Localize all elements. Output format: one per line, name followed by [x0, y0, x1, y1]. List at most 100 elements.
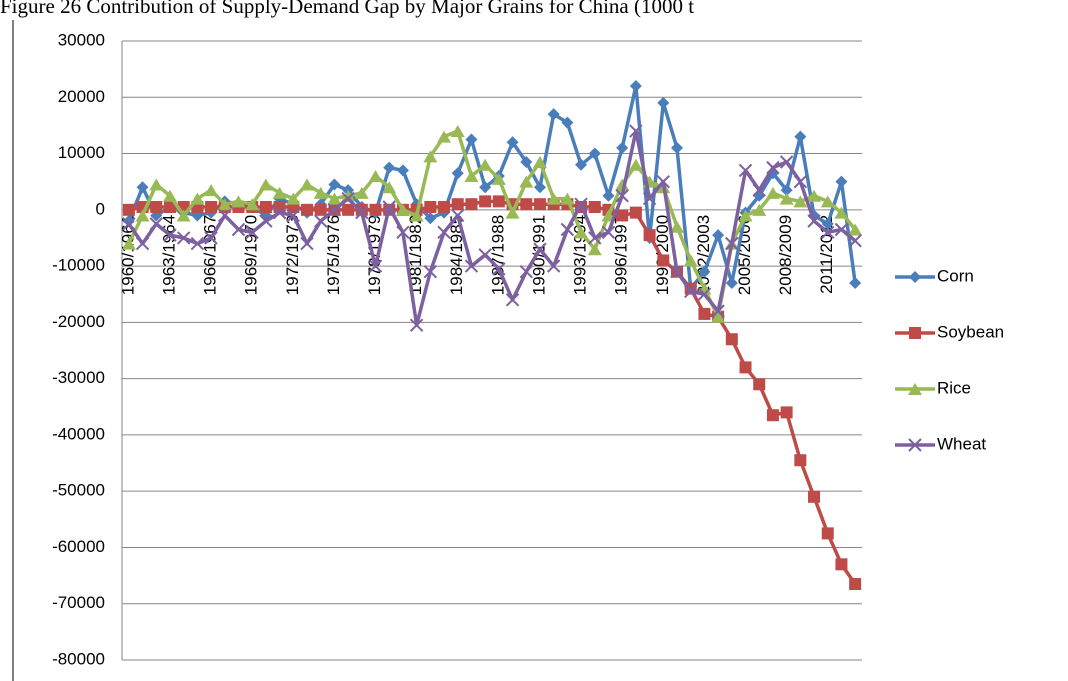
- marker: [301, 203, 313, 216]
- marker: [409, 209, 424, 222]
- marker: [450, 125, 465, 138]
- marker: [272, 205, 287, 220]
- marker: [341, 191, 355, 206]
- marker: [272, 186, 287, 199]
- marker: [122, 203, 135, 216]
- y-tick-label: -60000: [52, 537, 105, 556]
- marker: [369, 203, 382, 216]
- marker: [437, 225, 451, 240]
- marker: [341, 189, 356, 202]
- marker: [725, 276, 738, 289]
- marker: [121, 237, 136, 250]
- marker: [135, 236, 150, 251]
- legend-label: Corn: [937, 266, 974, 285]
- marker: [465, 198, 478, 211]
- marker: [438, 201, 451, 214]
- marker: [588, 201, 601, 214]
- y-tick-label: -10000: [52, 256, 105, 275]
- series-line: [127, 129, 857, 327]
- marker: [451, 198, 464, 211]
- marker: [190, 192, 205, 205]
- marker: [122, 217, 136, 231]
- y-tick-label: -70000: [52, 593, 105, 612]
- marker: [533, 242, 547, 256]
- marker: [821, 217, 834, 230]
- marker: [712, 229, 725, 242]
- marker: [204, 184, 219, 197]
- marker: [683, 254, 698, 267]
- marker: [162, 189, 177, 202]
- y-tick-label: -50000: [52, 481, 105, 500]
- marker: [383, 161, 396, 174]
- marker: [807, 189, 822, 202]
- marker: [602, 189, 615, 202]
- marker: [793, 195, 808, 208]
- marker: [671, 141, 683, 154]
- marker: [245, 225, 259, 240]
- marker: [423, 150, 438, 163]
- marker: [533, 198, 546, 211]
- marker: [560, 222, 575, 237]
- marker: [491, 172, 506, 185]
- x-tick-label: 1978/1979: [365, 215, 384, 295]
- marker: [409, 318, 424, 332]
- y-tick-label: 20000: [58, 87, 105, 106]
- marker: [437, 130, 452, 143]
- marker: [149, 217, 163, 231]
- marker: [834, 206, 849, 219]
- marker: [451, 167, 464, 180]
- marker: [629, 80, 642, 93]
- marker: [478, 158, 493, 171]
- marker: [286, 192, 301, 205]
- marker: [327, 203, 342, 217]
- marker: [368, 170, 383, 183]
- marker: [532, 155, 547, 168]
- marker: [424, 212, 437, 225]
- marker: [355, 205, 369, 220]
- marker: [313, 214, 328, 228]
- legend-label: Rice: [937, 378, 971, 397]
- marker: [217, 198, 232, 211]
- marker: [546, 192, 561, 205]
- marker: [780, 406, 793, 419]
- marker: [519, 175, 534, 188]
- x-tick-label: 2008/2009: [776, 215, 795, 295]
- marker: [835, 558, 848, 571]
- y-tick-label: -80000: [52, 649, 105, 668]
- x-tick-label: 2011/2012: [817, 215, 836, 294]
- marker: [328, 178, 341, 191]
- marker: [479, 181, 492, 194]
- marker: [479, 195, 492, 208]
- legend-label: Soybean: [937, 322, 1004, 341]
- marker: [657, 254, 670, 267]
- marker: [766, 409, 779, 422]
- marker: [231, 195, 246, 208]
- marker: [149, 178, 164, 191]
- marker: [794, 130, 807, 143]
- y-tick-label: 10000: [58, 143, 105, 162]
- x-tick-label: 1990/1991: [529, 215, 548, 295]
- marker: [176, 209, 191, 222]
- legend-marker: [908, 383, 922, 395]
- marker: [615, 189, 629, 203]
- marker: [396, 225, 410, 240]
- marker: [205, 201, 218, 214]
- marker: [505, 206, 520, 219]
- marker: [848, 223, 863, 236]
- x-tick-label: 1975/1976: [324, 215, 343, 295]
- marker: [820, 195, 835, 208]
- marker: [752, 183, 766, 197]
- marker: [849, 276, 862, 289]
- marker: [218, 208, 232, 223]
- marker: [616, 141, 629, 154]
- marker: [780, 184, 793, 197]
- marker: [588, 147, 601, 160]
- marker: [725, 236, 739, 251]
- marker: [231, 222, 246, 237]
- marker: [657, 96, 670, 109]
- marker: [395, 203, 410, 216]
- marker: [848, 234, 862, 248]
- marker: [190, 236, 205, 251]
